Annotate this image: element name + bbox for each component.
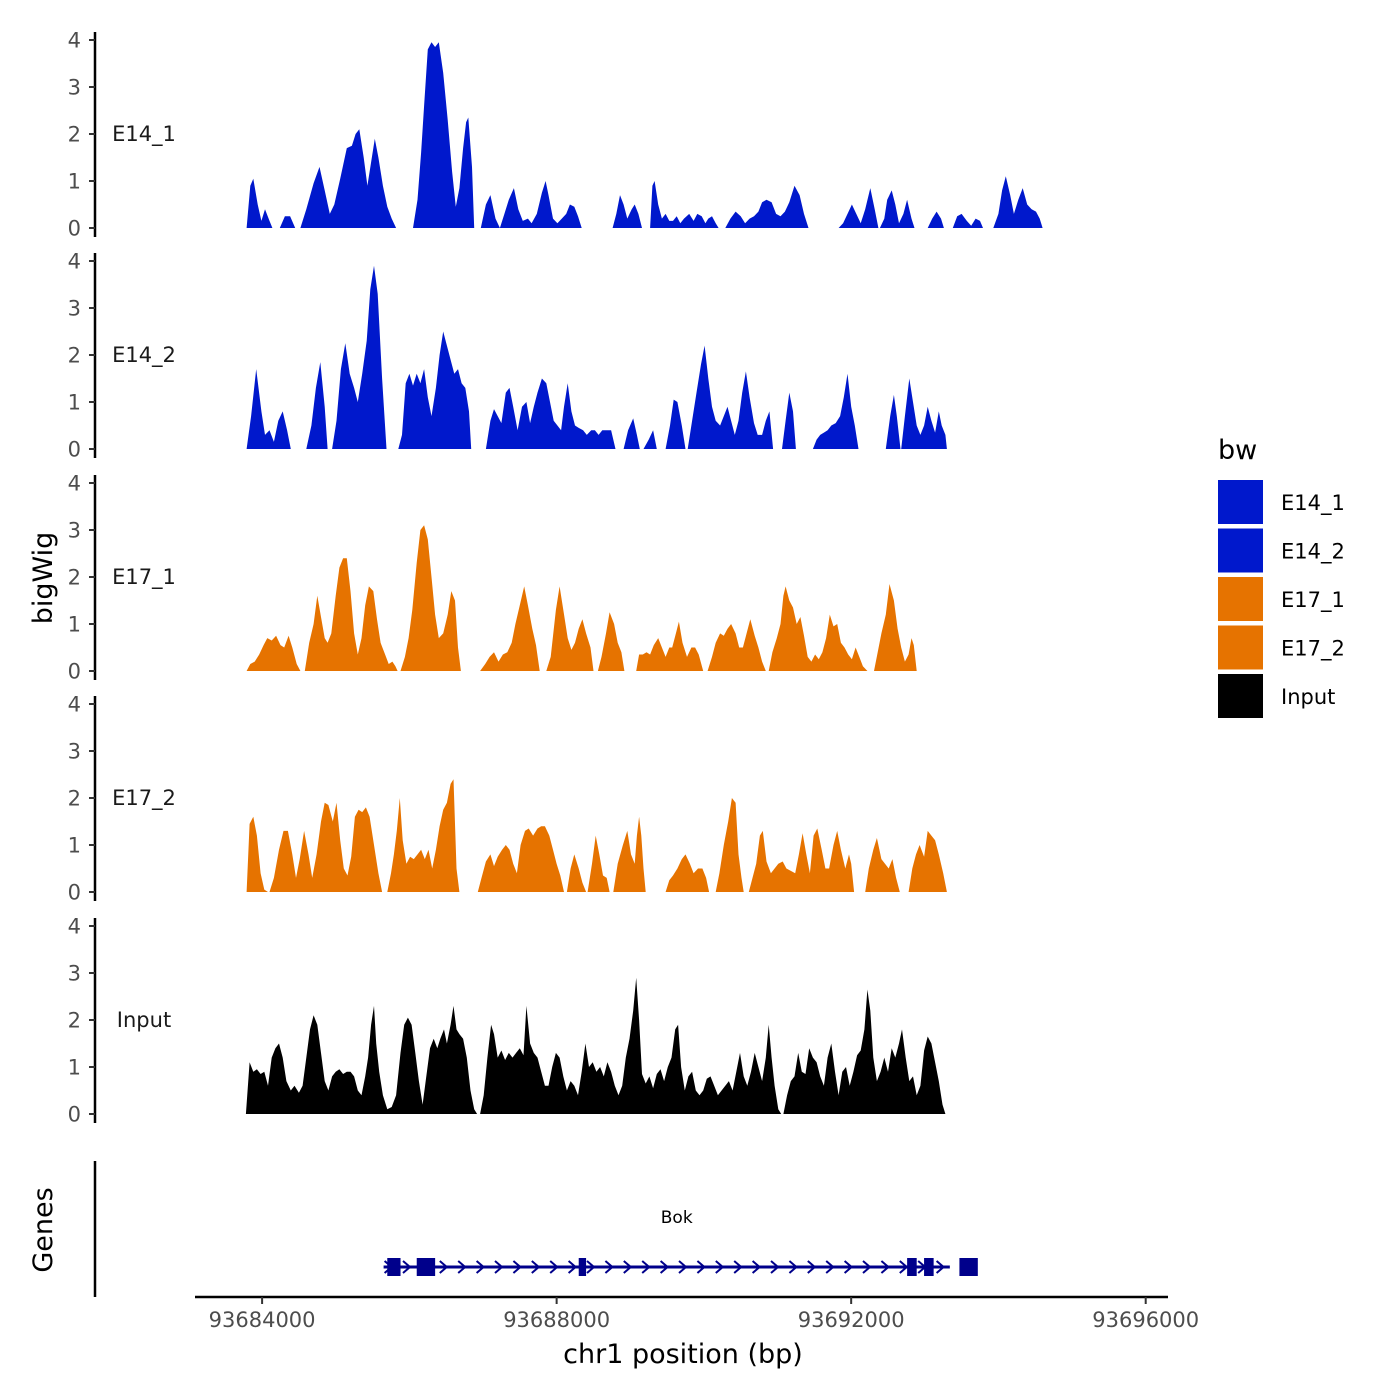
- strand-arrow-icon: [807, 1260, 817, 1274]
- y-tick-label: 3: [68, 740, 81, 764]
- legend-label: E17_1: [1281, 588, 1345, 613]
- strand-arrow-icon: [604, 1260, 614, 1274]
- y-tick-label: 4: [68, 915, 81, 939]
- strand-arrow-icon: [935, 1260, 946, 1274]
- strand-arrow-icon: [567, 1260, 578, 1274]
- gene-exon: [387, 1258, 401, 1276]
- legend-label: E14_2: [1281, 540, 1345, 565]
- x-tick-label: 93684000: [209, 1308, 316, 1332]
- strand-arrow-icon: [825, 1260, 835, 1274]
- gene-exon: [924, 1258, 934, 1276]
- gene-exon: [578, 1258, 587, 1276]
- signal-panels: 0 1 2 3 4 E14_1 0 1 2 3 4 E14_2 0 1 2 3 4 E17_1 0 1 2 3 4 E17_2…: [68, 29, 1043, 1127]
- strand-arrow-icon: [494, 1260, 504, 1274]
- strand-arrow-icon: [770, 1260, 780, 1274]
- gene-exon: [907, 1258, 917, 1276]
- strand-arrow-icon: [788, 1260, 798, 1274]
- strand-arrow-icon: [512, 1260, 522, 1274]
- y-tick-label: 3: [68, 962, 81, 986]
- panel-label: E17_2: [112, 786, 176, 811]
- legend-swatch: [1218, 480, 1263, 524]
- x-tick-label: 93696000: [1092, 1308, 1199, 1332]
- x-axis: 93684000 93688000 93692000 93696000: [195, 1295, 1199, 1332]
- strand-arrow-icon: [659, 1260, 670, 1274]
- legend-swatch: [1218, 674, 1263, 718]
- panel-e14-2: 0 1 2 3 4 E14_2: [68, 250, 947, 462]
- y-tick-label: 1: [68, 170, 81, 194]
- y-tick-label: 4: [68, 472, 81, 496]
- y-tick-label: 0: [68, 881, 81, 905]
- genes-axis-title: Genes: [28, 1187, 59, 1272]
- y-tick-label: 0: [68, 217, 81, 241]
- strand-arrow-icon: [623, 1260, 633, 1274]
- y-tick-label: 1: [68, 613, 81, 637]
- strand-arrow-icon: [457, 1260, 467, 1274]
- strand-arrow-icon: [733, 1260, 743, 1274]
- signal-area-input: [245, 977, 946, 1114]
- strand-arrow-icon: [715, 1260, 725, 1274]
- y-tick-label: 3: [68, 519, 81, 543]
- legend-label: E14_1: [1281, 491, 1345, 516]
- signal-area-e14-2: [246, 265, 947, 449]
- panel-e14-1: 0 1 2 3 4 E14_1: [68, 29, 1043, 241]
- y-tick-label: 4: [68, 250, 81, 274]
- y-tick-label: 2: [68, 123, 81, 147]
- panel-e17-1: 0 1 2 3 4 E17_1: [68, 472, 917, 684]
- panel-label: E17_1: [112, 565, 176, 590]
- gene-exon: [416, 1258, 436, 1276]
- y-tick-label: 4: [68, 693, 81, 717]
- gene-exon: [959, 1258, 978, 1276]
- y-axis-title: bigWig: [28, 532, 59, 625]
- strand-arrow-icon: [696, 1260, 706, 1274]
- legend-swatch: [1218, 577, 1263, 621]
- signal-area-e17-1: [246, 525, 917, 671]
- legend-title: bw: [1218, 435, 1257, 466]
- y-tick-label: 1: [68, 834, 81, 858]
- signal-area-e14-1: [246, 42, 1043, 228]
- signal-area-e17-2: [246, 779, 947, 892]
- x-axis-title: chr1 position (bp): [563, 1339, 803, 1370]
- legend-label: E17_2: [1281, 637, 1345, 662]
- y-tick-label: 4: [68, 29, 81, 53]
- y-tick-label: 3: [68, 297, 81, 321]
- y-tick-label: 2: [68, 566, 81, 590]
- gene-panel: Bok: [93, 1161, 978, 1297]
- strand-arrow-icon: [439, 1260, 449, 1274]
- legend-swatch: [1218, 625, 1263, 670]
- strand-arrow-icon: [641, 1260, 651, 1274]
- y-tick-label: 0: [68, 438, 81, 462]
- panel-e17-2: 0 1 2 3 4 E17_2: [68, 693, 947, 905]
- strand-arrow-icon: [880, 1260, 890, 1274]
- strand-arrow-icon: [531, 1260, 541, 1274]
- y-tick-label: 2: [68, 787, 81, 811]
- panel-label: E14_1: [112, 122, 176, 147]
- y-tick-label: 0: [68, 1103, 81, 1127]
- gene-name-label: Bok: [661, 1208, 693, 1228]
- strand-arrow-icon: [402, 1260, 412, 1274]
- legend-swatch: [1218, 528, 1263, 573]
- legend-label: Input: [1281, 685, 1335, 709]
- panel-label: Input: [117, 1008, 171, 1032]
- y-tick-label: 1: [68, 391, 81, 415]
- strand-arrow-icon: [751, 1260, 762, 1274]
- legend: bw E14_1 E14_2 E17_1 E17_2 Input: [1218, 435, 1345, 718]
- strand-arrow-icon: [899, 1260, 909, 1274]
- strand-arrow-icon: [862, 1260, 872, 1274]
- y-tick-label: 2: [68, 1009, 81, 1033]
- y-tick-label: 0: [68, 660, 81, 684]
- strand-arrow-icon: [549, 1260, 559, 1274]
- panel-input: 0 1 2 3 4 Input: [68, 915, 946, 1127]
- strand-arrow-icon: [678, 1260, 688, 1274]
- x-tick-label: 93688000: [503, 1308, 610, 1332]
- panel-label: E14_2: [112, 343, 176, 368]
- y-tick-label: 2: [68, 344, 81, 368]
- strand-arrow-icon: [843, 1260, 854, 1274]
- x-tick-label: 93692000: [798, 1308, 905, 1332]
- y-tick-label: 3: [68, 76, 81, 100]
- strand-arrow-icon: [475, 1260, 486, 1274]
- y-tick-label: 1: [68, 1056, 81, 1080]
- strand-arrow-icon: [586, 1260, 596, 1274]
